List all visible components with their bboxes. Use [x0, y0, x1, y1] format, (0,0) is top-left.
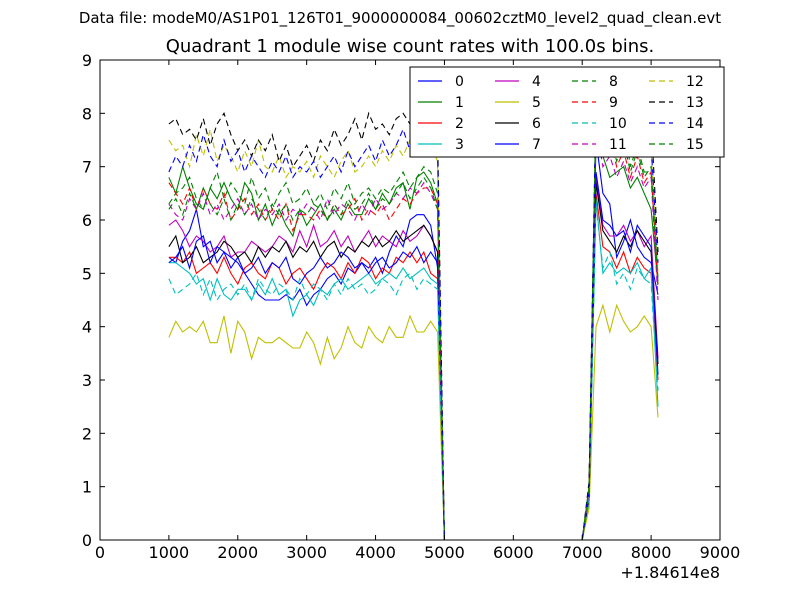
y-tick-label: 7: [82, 158, 92, 177]
legend-label-14: 14: [686, 116, 704, 132]
x-tick-label: 3000: [286, 543, 327, 562]
y-tick-label: 3: [82, 371, 92, 390]
legend-label-9: 9: [609, 95, 618, 111]
x-tick-label: 0: [95, 543, 105, 562]
x-tick-label: 7000: [562, 543, 603, 562]
series-line-11: [168, 123, 659, 541]
series-line-15: [168, 113, 659, 541]
x-tick-label: 8000: [631, 543, 672, 562]
series-line-2: [168, 193, 659, 541]
legend-label-10: 10: [609, 116, 627, 132]
series-line-3: [168, 198, 659, 541]
chart-title: Quadrant 1 module wise count rates with …: [165, 36, 655, 57]
legend-label-8: 8: [609, 74, 618, 90]
x-tick-label: 5000: [424, 543, 465, 562]
y-tick-label: 2: [82, 424, 92, 443]
legend-label-15: 15: [686, 137, 704, 153]
x-tick-label: 2000: [217, 543, 258, 562]
series-line-4: [168, 177, 659, 541]
legend-label-2: 2: [455, 116, 464, 132]
legend-label-7: 7: [532, 137, 541, 153]
series-line-6: [168, 182, 659, 541]
x-tick-label: 4000: [355, 543, 396, 562]
series-line-9: [168, 113, 659, 541]
legend-label-11: 11: [609, 137, 627, 153]
legend-label-3: 3: [455, 137, 464, 153]
data-file-suptitle: Data file: modeM0/AS1P01_126T01_90000000…: [78, 9, 722, 27]
ticks-layer: 0 1000 2000 3000 4000 5000 6000 7000 8000 9000012…: [82, 51, 741, 562]
x-tick-label: 1000: [149, 543, 190, 562]
x-tick-label: 6000: [493, 543, 534, 562]
legend-label-0: 0: [455, 74, 464, 90]
legend-label-6: 6: [532, 116, 541, 132]
legend-label-12: 12: [686, 74, 704, 90]
series-line-7: [168, 171, 659, 541]
series-line-1: [168, 134, 659, 541]
y-tick-label: 9: [82, 51, 92, 70]
plot-frame: [99, 59, 721, 541]
series-line-14: [168, 102, 659, 541]
legend-label-1: 1: [455, 95, 464, 111]
legend-box: [409, 66, 725, 158]
legend-label-5: 5: [532, 95, 541, 111]
y-tick-label: 0: [82, 531, 92, 550]
x-offset-label: +1.84614e8: [620, 563, 720, 582]
y-tick-label: 8: [82, 104, 92, 123]
series-line-5: [168, 303, 659, 541]
y-tick-label: 5: [82, 264, 92, 283]
legend-label-13: 13: [686, 95, 704, 111]
series-line-8: [168, 97, 659, 541]
y-tick-label: 1: [82, 478, 92, 497]
y-tick-label: 6: [82, 211, 92, 230]
series-layer: [168, 91, 659, 541]
y-tick-label: 4: [82, 318, 92, 337]
series-line-10: [168, 203, 659, 541]
x-tick-label: 9000: [700, 543, 741, 562]
legend-label-4: 4: [532, 74, 541, 90]
